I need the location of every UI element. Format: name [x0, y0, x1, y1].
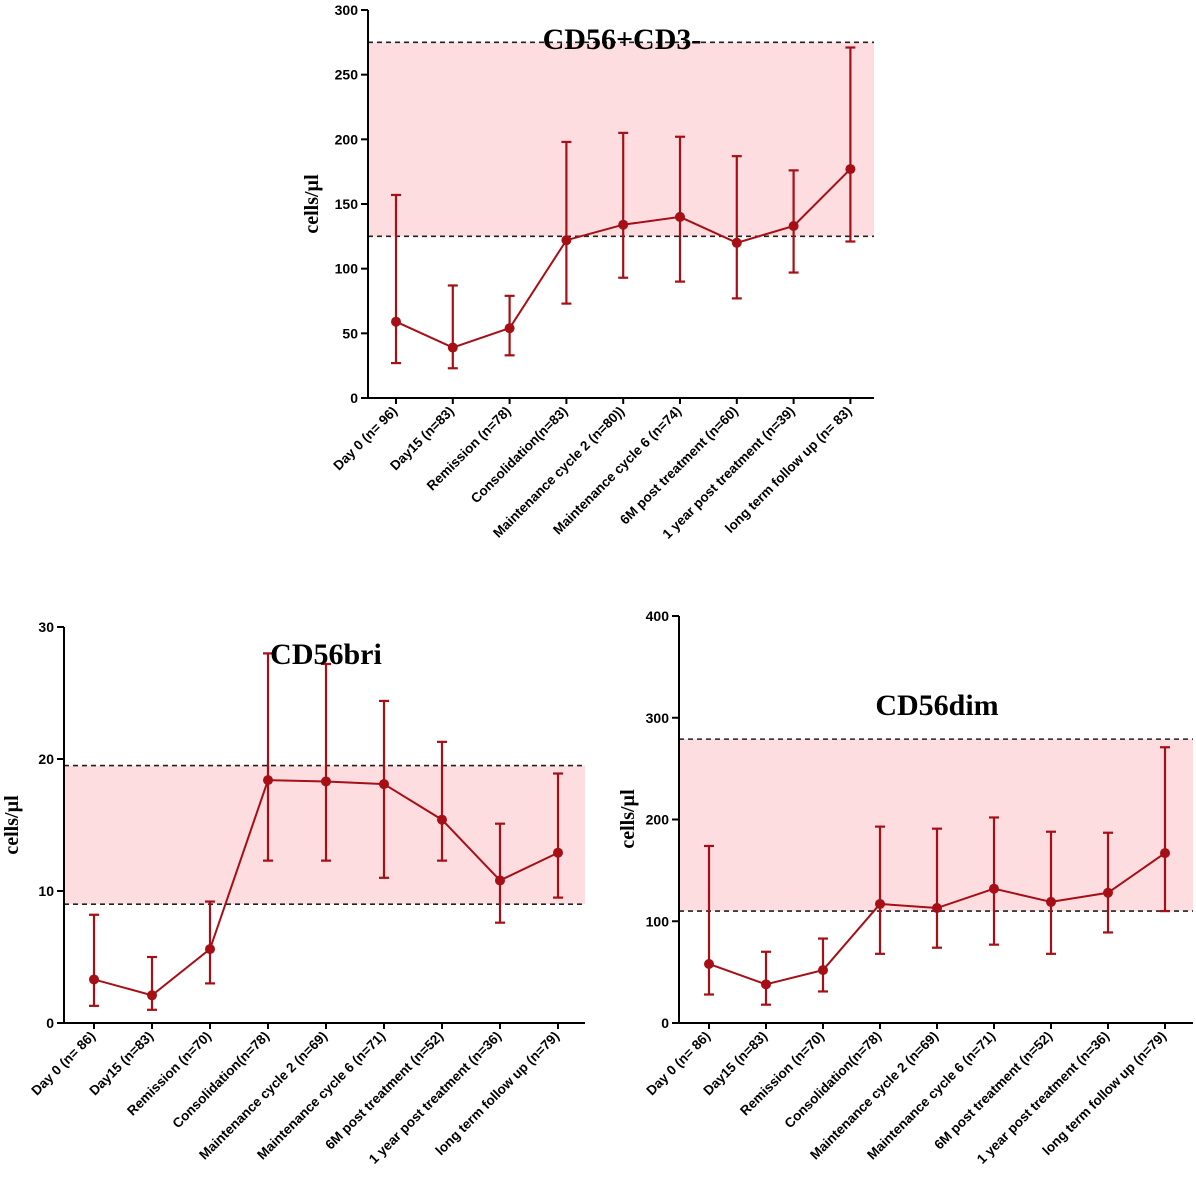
data-point	[675, 211, 685, 222]
data-point	[89, 974, 99, 985]
data-point	[263, 775, 273, 786]
y-tick-label: 100	[335, 261, 359, 277]
x-tick-label: long term follow up (n=79)	[432, 1029, 562, 1159]
y-axis-label: cells/µl	[1, 795, 23, 855]
y-tick-label: 100	[646, 913, 670, 929]
data-point	[818, 965, 828, 976]
x-tick-label: 6M post treatment (n=60)	[617, 404, 741, 528]
data-point	[495, 875, 505, 886]
data-point	[788, 220, 799, 231]
data-point	[989, 883, 999, 894]
y-tick-label: 10	[38, 883, 54, 899]
x-tick-label: Consolidation(n=78)	[169, 1029, 272, 1132]
y-tick-label: 250	[335, 67, 359, 83]
y-tick-label: 0	[46, 1015, 54, 1031]
data-point	[845, 164, 856, 175]
y-tick-label: 0	[661, 1015, 669, 1031]
data-point	[1046, 896, 1056, 907]
y-tick-label: 400	[646, 608, 670, 624]
y-tick-label: 300	[646, 710, 670, 726]
x-tick-label: 6M post treatment (n=52)	[322, 1029, 446, 1153]
data-point	[553, 847, 563, 858]
y-axis-label: cells/µl	[301, 174, 323, 234]
data-point	[504, 323, 515, 334]
data-point	[379, 779, 389, 790]
data-point	[561, 235, 572, 246]
y-axis-label: cells/µl	[617, 789, 639, 849]
x-tick-label: 6M post treatment (n=52)	[931, 1029, 1055, 1153]
y-tick-label: 20	[38, 751, 54, 767]
chart-title: CD56bri	[270, 638, 382, 671]
y-tick-label: 200	[646, 812, 670, 828]
data-point	[618, 219, 629, 230]
data-point	[147, 990, 157, 1001]
y-tick-label: 30	[38, 619, 54, 635]
y-tick-label: 50	[342, 325, 358, 341]
data-point	[1103, 887, 1113, 898]
data-point	[932, 903, 942, 914]
data-point	[391, 316, 401, 327]
x-tick-label: Consolidation(n=78)	[781, 1029, 884, 1132]
x-tick-label: Consolidation(n=83)	[468, 404, 571, 507]
chart-title: CD56dim	[875, 689, 998, 722]
data-point	[1160, 848, 1170, 859]
data-point	[761, 979, 771, 990]
y-tick-label: 150	[335, 196, 359, 212]
y-tick-label: 300	[335, 2, 359, 18]
data-point	[875, 898, 885, 909]
data-point	[321, 776, 331, 787]
x-tick-label: long term follow up (n=79)	[1039, 1029, 1169, 1159]
y-tick-label: 200	[335, 131, 359, 147]
data-point	[731, 237, 742, 248]
data-point	[447, 342, 458, 353]
data-point	[704, 958, 714, 969]
y-tick-label: 0	[350, 390, 358, 406]
data-point	[205, 944, 215, 955]
data-point	[437, 814, 447, 825]
chart-title: CD56+CD3-	[543, 23, 702, 56]
reference-range-band	[369, 42, 874, 237]
